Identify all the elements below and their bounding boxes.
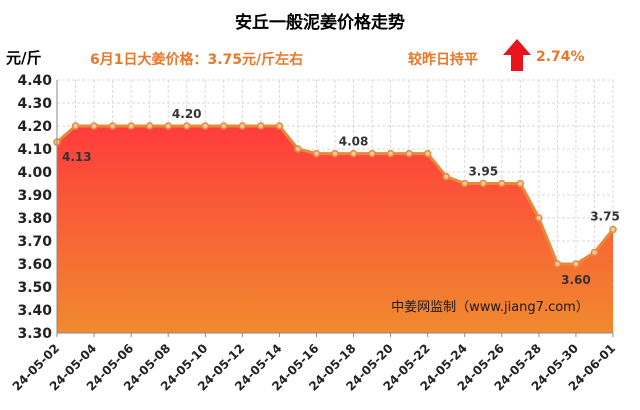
data-point (553, 260, 562, 268)
up-arrow-icon (503, 39, 531, 71)
data-point (238, 122, 247, 130)
y-tick-label: 4.20 (17, 119, 52, 135)
y-axis-unit: 元/斤 (6, 49, 42, 67)
y-tick-label: 3.30 (17, 326, 52, 342)
y-tick-label: 3.70 (17, 234, 52, 250)
data-point (312, 149, 321, 158)
page-title: 安丘一般泥姜价格走势 (235, 13, 405, 33)
y-tick-label: 3.60 (17, 257, 52, 273)
data-point (294, 145, 302, 153)
data-point (590, 248, 599, 257)
data-point (182, 122, 191, 130)
data-point (201, 122, 210, 130)
data-point (145, 122, 154, 130)
price-area (57, 126, 613, 333)
data-point (405, 149, 413, 158)
data-point (71, 122, 80, 130)
y-tick-label: 3.80 (17, 211, 52, 227)
data-point (368, 149, 376, 158)
data-point (498, 179, 506, 188)
data-point (275, 122, 284, 130)
data-point (572, 260, 580, 268)
data-label: 4.08 (339, 135, 369, 149)
y-tick-label: 4.40 (17, 73, 52, 89)
data-point (535, 214, 543, 222)
data-point (423, 149, 432, 158)
data-point (609, 225, 617, 234)
data-point (386, 149, 395, 158)
y-tick-label: 3.40 (17, 303, 52, 319)
data-point (479, 179, 488, 188)
data-point (460, 179, 469, 188)
change-percent: 2.74% (536, 49, 585, 65)
data-label: 3.75 (590, 210, 620, 224)
y-tick-label: 4.00 (17, 165, 52, 181)
data-point (220, 122, 228, 130)
data-point (349, 149, 358, 158)
data-point (516, 179, 525, 188)
data-label: 4.13 (62, 150, 92, 164)
y-tick-label: 3.90 (17, 188, 52, 204)
y-tick-label: 4.10 (17, 142, 52, 158)
compare-text: 较昨日持平 (408, 52, 478, 68)
watermark-text: 中姜网监制（www.jiang7.com） (391, 300, 589, 315)
data-label: 3.95 (468, 165, 498, 179)
data-point (90, 122, 98, 130)
data-point (164, 122, 172, 130)
data-point (127, 122, 135, 130)
y-tick-label: 3.50 (17, 280, 52, 296)
y-tick-label: 4.30 (17, 96, 52, 112)
data-point (108, 122, 117, 130)
data-point (331, 149, 339, 158)
data-point (442, 172, 450, 181)
price-summary: 6月1日大姜价格：3.75元/斤左右 (90, 52, 304, 68)
data-point (257, 122, 265, 130)
data-label: 4.20 (172, 107, 202, 121)
data-label: 3.60 (561, 273, 591, 287)
